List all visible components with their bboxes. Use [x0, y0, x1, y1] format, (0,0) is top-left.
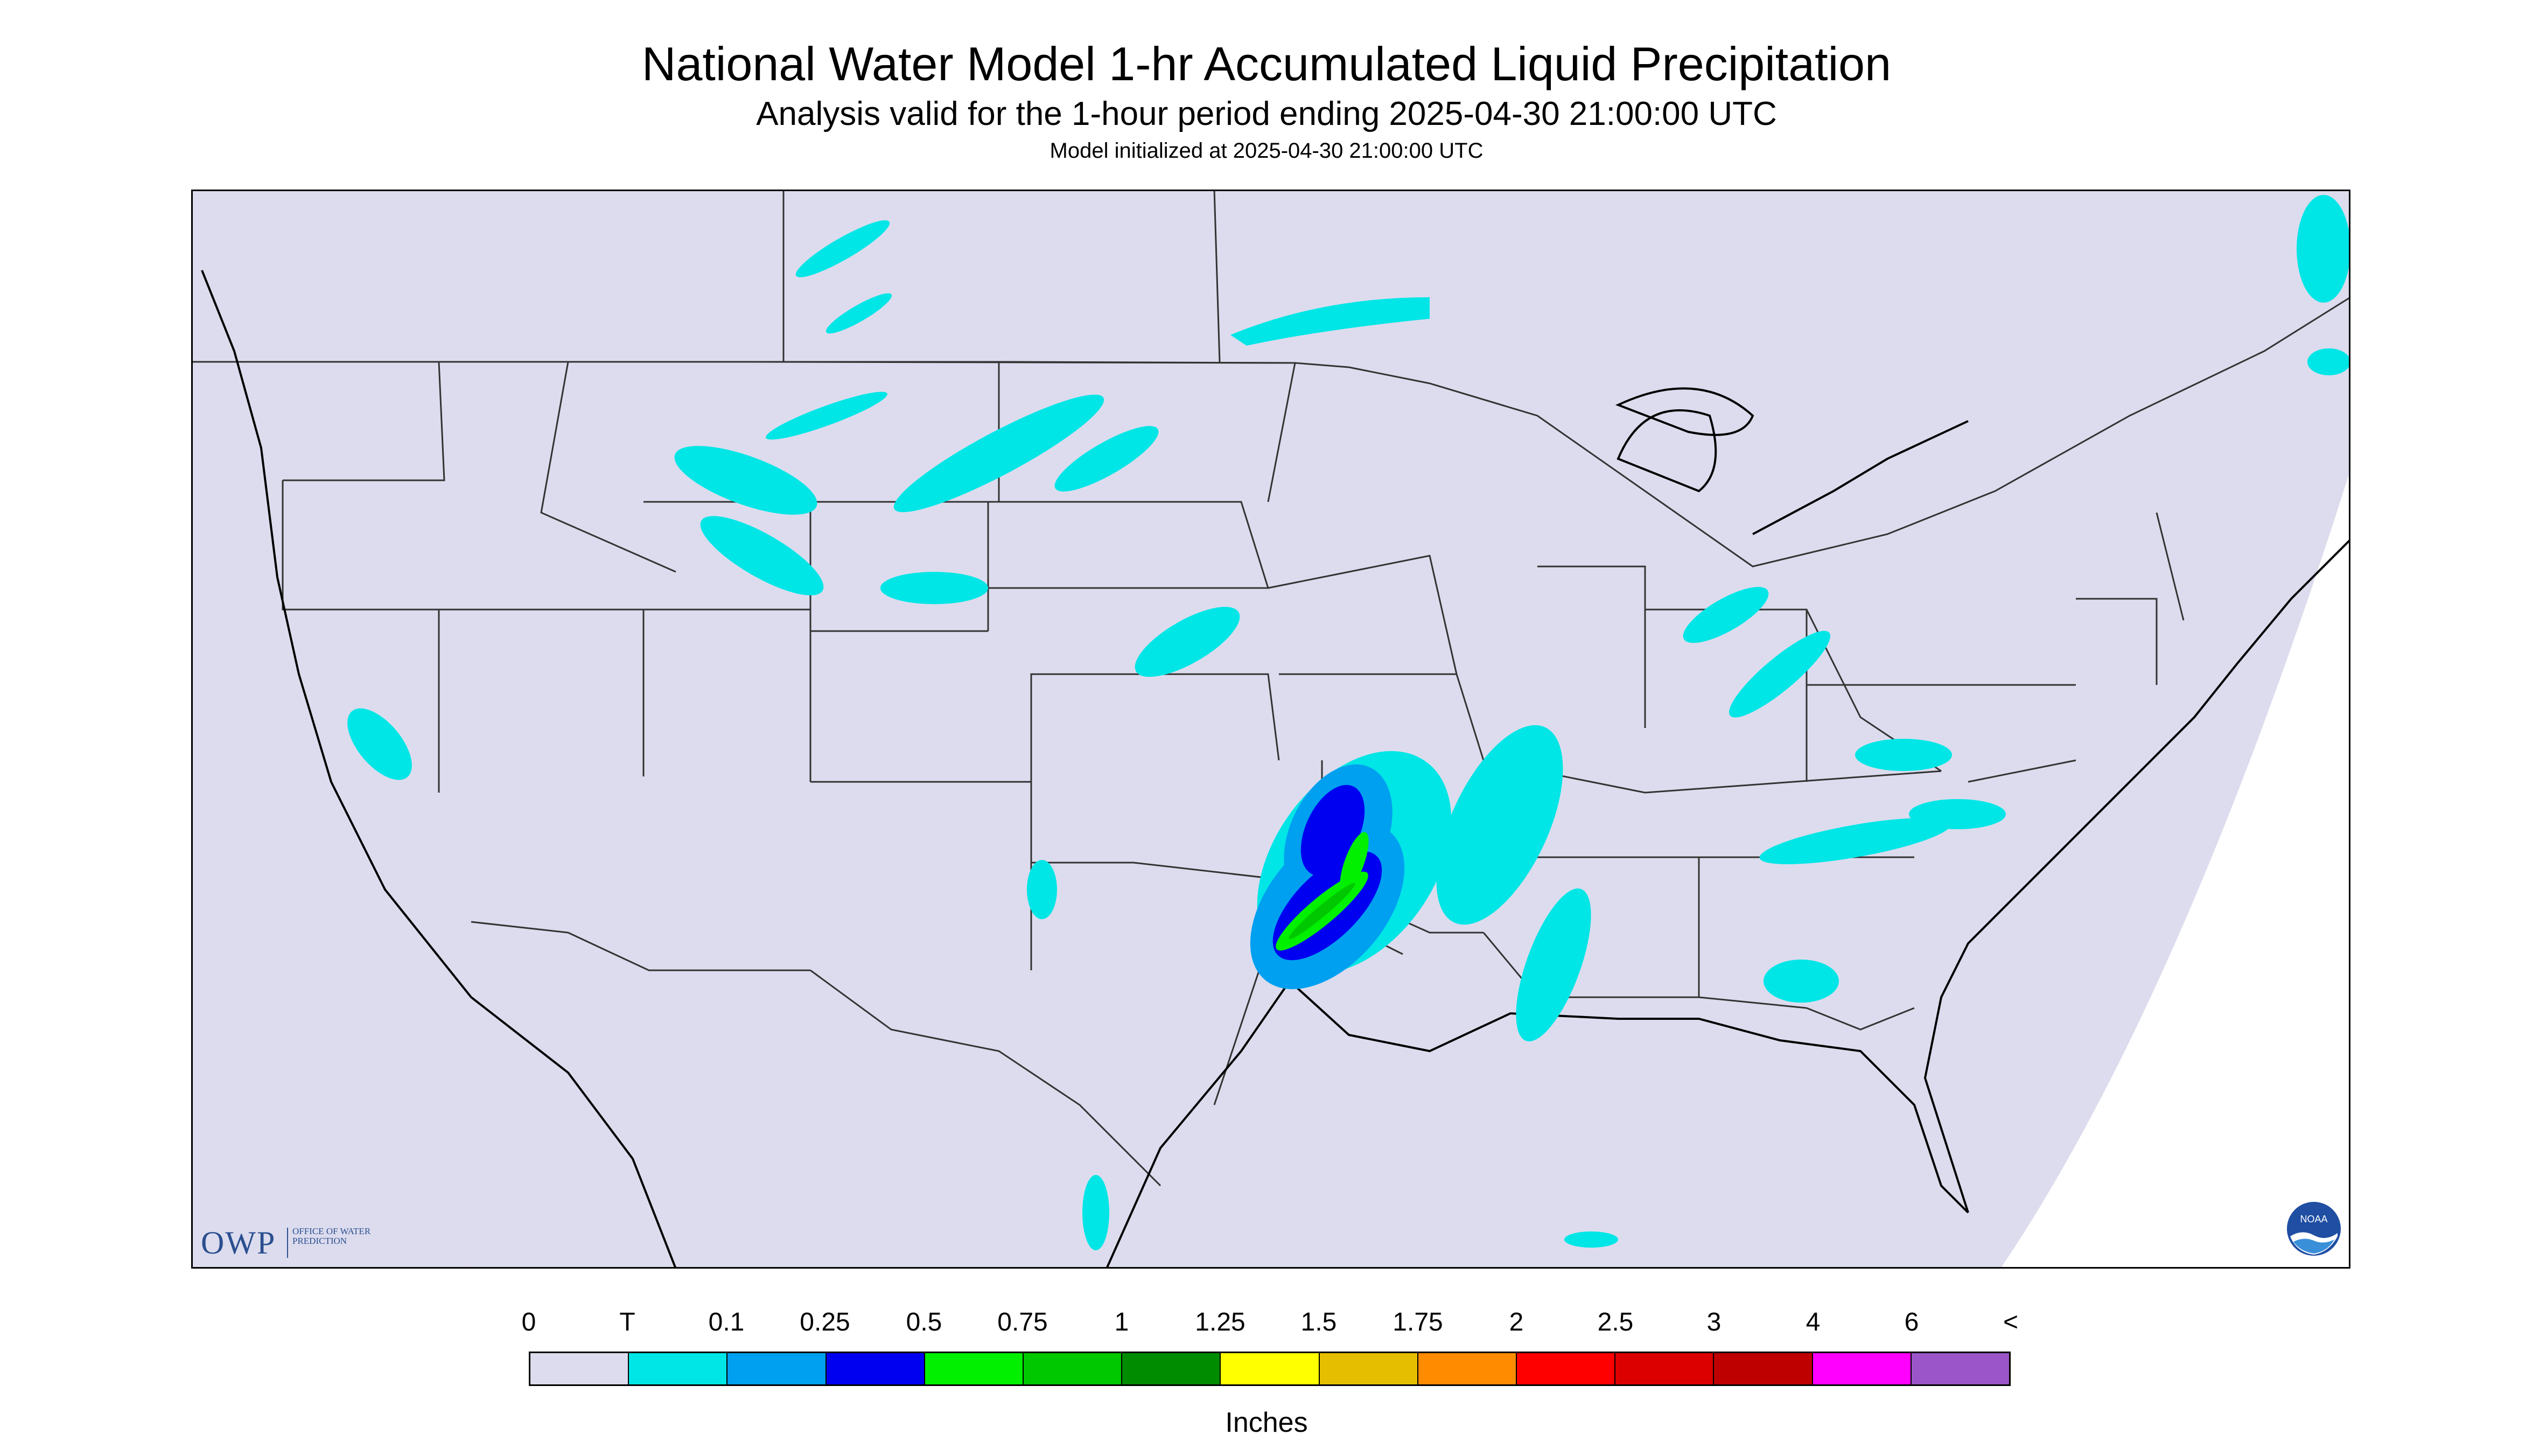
texas-coast [1105, 980, 1291, 1269]
lake-michigan [1617, 409, 1717, 493]
legend-label: 1.5 [1300, 1308, 1337, 1336]
lake-superior [1615, 387, 1754, 436]
legend-swatch [1319, 1353, 1418, 1384]
precipitation-map: OWP OFFICE OF WATER PREDICTION NOAA [191, 190, 2350, 1269]
precip-trace-area [2307, 348, 2350, 375]
precip-trace-area [795, 220, 890, 277]
precip-trace-area [880, 572, 988, 604]
lake-erie-ontario [1752, 420, 1969, 535]
map-canvas [191, 190, 2350, 1269]
legend-swatch [1122, 1353, 1221, 1384]
legend-label: 1 [1114, 1308, 1129, 1336]
precip-trace-area [1230, 297, 1430, 346]
precip-trace-area [1135, 607, 1240, 677]
legend-swatch [925, 1353, 1024, 1384]
precip-trace-area [1564, 1231, 1618, 1248]
legend-swatch [1221, 1353, 1320, 1384]
noaa-emblem-icon: NOAA [2287, 1202, 2341, 1256]
owp-logo: OWP OFFICE OF WATER PREDICTION [201, 1221, 379, 1262]
precip-trace-area [347, 708, 412, 780]
model-init-text: Model initialized at 2025-04-30 21:00:00… [1049, 139, 1484, 163]
precip-trace-area [1683, 587, 1769, 643]
noaa-logo: NOAA [2286, 1201, 2342, 1257]
precip-trace-area [825, 293, 892, 334]
legend-label: 0.75 [997, 1308, 1048, 1336]
precip-very-heavy-area [1289, 883, 1355, 939]
legend-label: 1.25 [1195, 1308, 1245, 1336]
legend-swatch [629, 1353, 728, 1384]
owp-logo-abbrev: OWP [201, 1225, 276, 1261]
legend-units: Inches [1225, 1407, 1308, 1438]
legend-label: 2.5 [1597, 1308, 1634, 1336]
legend-label: 0.1 [708, 1308, 745, 1336]
precip-trace-area [1855, 739, 1952, 771]
noaa-logo-text: NOAA [2300, 1214, 2327, 1224]
legend-label: T [619, 1308, 635, 1336]
legend-swatch [1024, 1353, 1123, 1384]
precip-trace-area [674, 446, 817, 515]
precip-trace-area [766, 391, 887, 440]
owp-logo-name: OFFICE OF WATER PREDICTION [292, 1226, 371, 1246]
precip-trace-area [1516, 888, 1591, 1041]
map-frame [191, 190, 2350, 1269]
precip-trace-area [2297, 195, 2350, 303]
legend-swatch [530, 1353, 629, 1384]
legend-swatch [1517, 1353, 1616, 1384]
legend-label: 0 [521, 1308, 536, 1336]
legend-label: 3 [1706, 1308, 1722, 1336]
precip-trace-area [1054, 426, 1159, 492]
legend-label: 6 [1904, 1308, 1919, 1336]
legend-swatch [1418, 1353, 1517, 1384]
domain-mask-right [2000, 190, 2350, 1269]
legend-swatch [727, 1353, 827, 1384]
map-title: National Water Model 1-hr Accumulated Li… [641, 37, 1892, 90]
precip-trace-area [1764, 960, 1839, 1003]
east-coast [1923, 538, 2350, 1213]
legend-label: 2 [1509, 1308, 1524, 1336]
west-coast [201, 270, 677, 1269]
legend-color-bar [529, 1352, 2011, 1386]
legend-swatch [826, 1353, 925, 1384]
legend-label: 1.75 [1393, 1308, 1443, 1336]
owp-logo-divider [287, 1228, 288, 1258]
precip-trace-area [1729, 631, 1830, 718]
precip-trace-area [700, 516, 824, 596]
coastlines [201, 270, 2350, 1269]
legend-swatch [1615, 1353, 1715, 1384]
legend-label: < [2003, 1308, 2019, 1336]
precipitation-areas [347, 195, 2350, 1250]
precip-trace-area [1436, 725, 1563, 925]
legend-label: 0.5 [906, 1308, 942, 1336]
legend-label: 0.25 [800, 1308, 850, 1336]
gulf-coast [1289, 980, 1969, 1214]
precip-trace-area [1082, 1175, 1109, 1250]
legend-swatch [1714, 1353, 1813, 1384]
precip-trace-area [1759, 817, 1951, 865]
domain-left [191, 566, 471, 1269]
precip-trace-area [893, 394, 1104, 513]
map-subtitle: Analysis valid for the 1-hour period end… [756, 95, 1777, 132]
precip-trace-area [1027, 860, 1057, 919]
legend-swatch [1813, 1353, 1912, 1384]
legend-label: 4 [1806, 1308, 1821, 1336]
precip-heavy-area [1340, 832, 1369, 893]
model-domain [191, 190, 2350, 1269]
legend-swatch [1911, 1353, 2010, 1384]
